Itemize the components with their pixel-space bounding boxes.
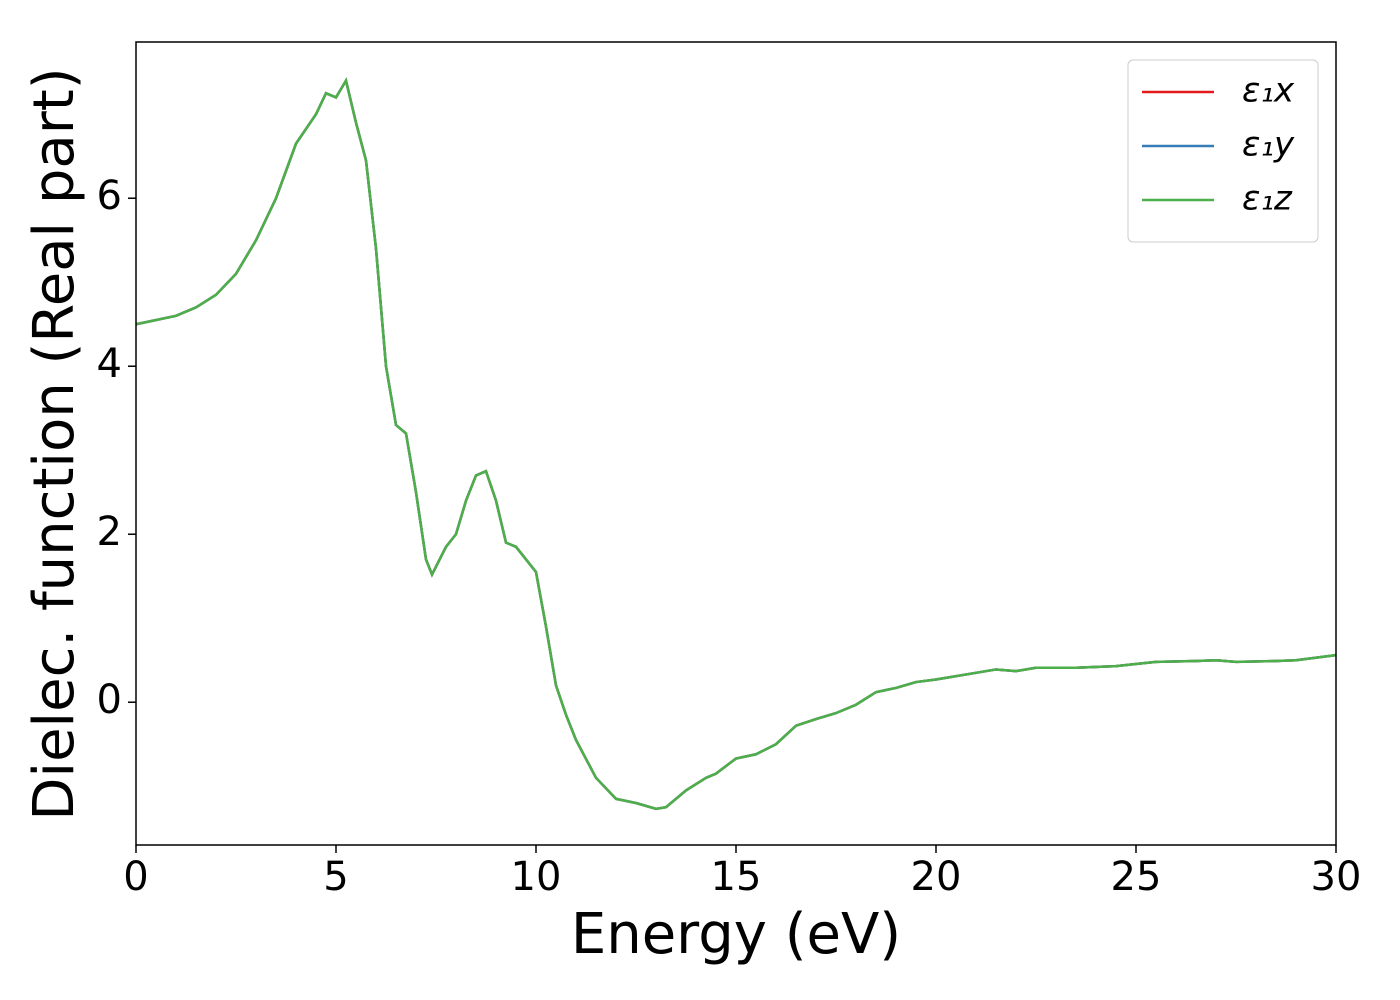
- legend-label: ε₁z: [1242, 179, 1293, 219]
- x-tick-label: 5: [323, 854, 348, 900]
- y-axis-label: Dielec. function (Real part): [22, 67, 87, 820]
- y-tick-label: 2: [97, 509, 122, 555]
- x-axis-label: Energy (eV): [571, 902, 901, 967]
- y-tick-label: 4: [97, 341, 122, 387]
- x-tick-label: 25: [1111, 854, 1162, 900]
- legend-label: ε₁y: [1242, 125, 1295, 165]
- y-tick-label: 0: [97, 677, 122, 723]
- legend-box: [1127, 59, 1319, 243]
- x-tick-label: 15: [711, 854, 762, 900]
- x-tick-label: 0: [123, 854, 148, 900]
- x-tick-label: 20: [911, 854, 962, 900]
- legend-label: ε₁x: [1242, 71, 1295, 111]
- y-tick-label: 6: [97, 173, 122, 219]
- plot-frame: [135, 41, 1337, 846]
- x-tick-label: 30: [1311, 854, 1362, 900]
- x-tick-label: 10: [511, 854, 562, 900]
- series-line: [135, 77, 1337, 811]
